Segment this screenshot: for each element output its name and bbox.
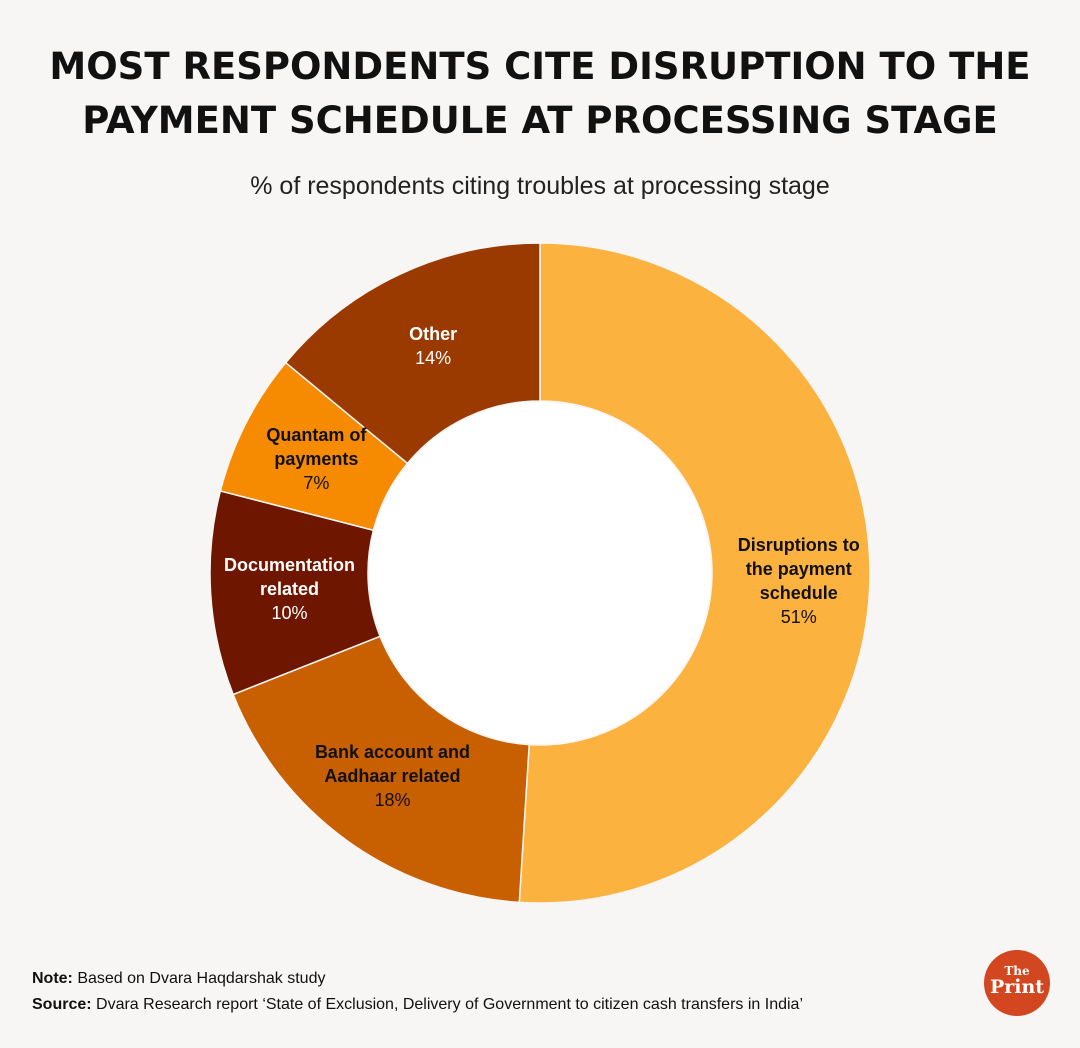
slice-label-name: payments bbox=[274, 449, 359, 470]
notes: Note: Based on Dvara Haqdarshak study So… bbox=[32, 966, 803, 1018]
slice-label-name: the payment bbox=[745, 559, 852, 580]
slice-label-name: Other bbox=[409, 323, 458, 344]
slice-value-label: 51% bbox=[780, 607, 817, 628]
slice-label-name: Quantam of bbox=[266, 425, 367, 446]
source-line: Source: Dvara Research report ‘State of … bbox=[32, 996, 803, 1013]
slice-label-name: Documentation bbox=[223, 554, 355, 575]
chart-title: MOST RESPONDENTS CITE DISRUPTION TO THE … bbox=[0, 40, 1080, 148]
slice-value-label: 7% bbox=[303, 473, 330, 494]
note-line: Note: Based on Dvara Haqdarshak study bbox=[32, 970, 326, 987]
donut-hole bbox=[369, 402, 711, 744]
slice-value-label: 10% bbox=[271, 602, 308, 623]
slice-label-name: Aadhaar related bbox=[324, 766, 461, 787]
slice-label-name: Disruptions to bbox=[737, 535, 860, 556]
slice-label: Other 14% bbox=[409, 322, 457, 370]
donut-slice bbox=[232, 635, 530, 904]
slice-value-label: 18% bbox=[374, 790, 411, 811]
slice-label: Quantam of payments 7% bbox=[266, 423, 366, 495]
donut-slice bbox=[284, 242, 541, 465]
slice-label-name: schedule bbox=[759, 583, 838, 604]
chart-subtitle: % of respondents citing troubles at proc… bbox=[250, 172, 830, 200]
slice-value-label: 14% bbox=[415, 347, 452, 368]
theprint-logo: The Print bbox=[984, 950, 1050, 1016]
slice-label: Disruptions to the payment schedule 51% bbox=[738, 533, 860, 629]
slice-label-name: related bbox=[259, 578, 319, 599]
title-line-1: MOST RESPONDENTS CITE DISRUPTION TO THE bbox=[49, 45, 1031, 88]
slice-label: Bank account and Aadhaar related 18% bbox=[315, 740, 470, 812]
slice-label: Documentation related 10% bbox=[224, 553, 355, 625]
title-line-2: PAYMENT SCHEDULE AT PROCESSING STAGE bbox=[82, 99, 998, 142]
donut-slice bbox=[518, 242, 871, 904]
slice-label-name: Bank account and bbox=[314, 742, 470, 763]
